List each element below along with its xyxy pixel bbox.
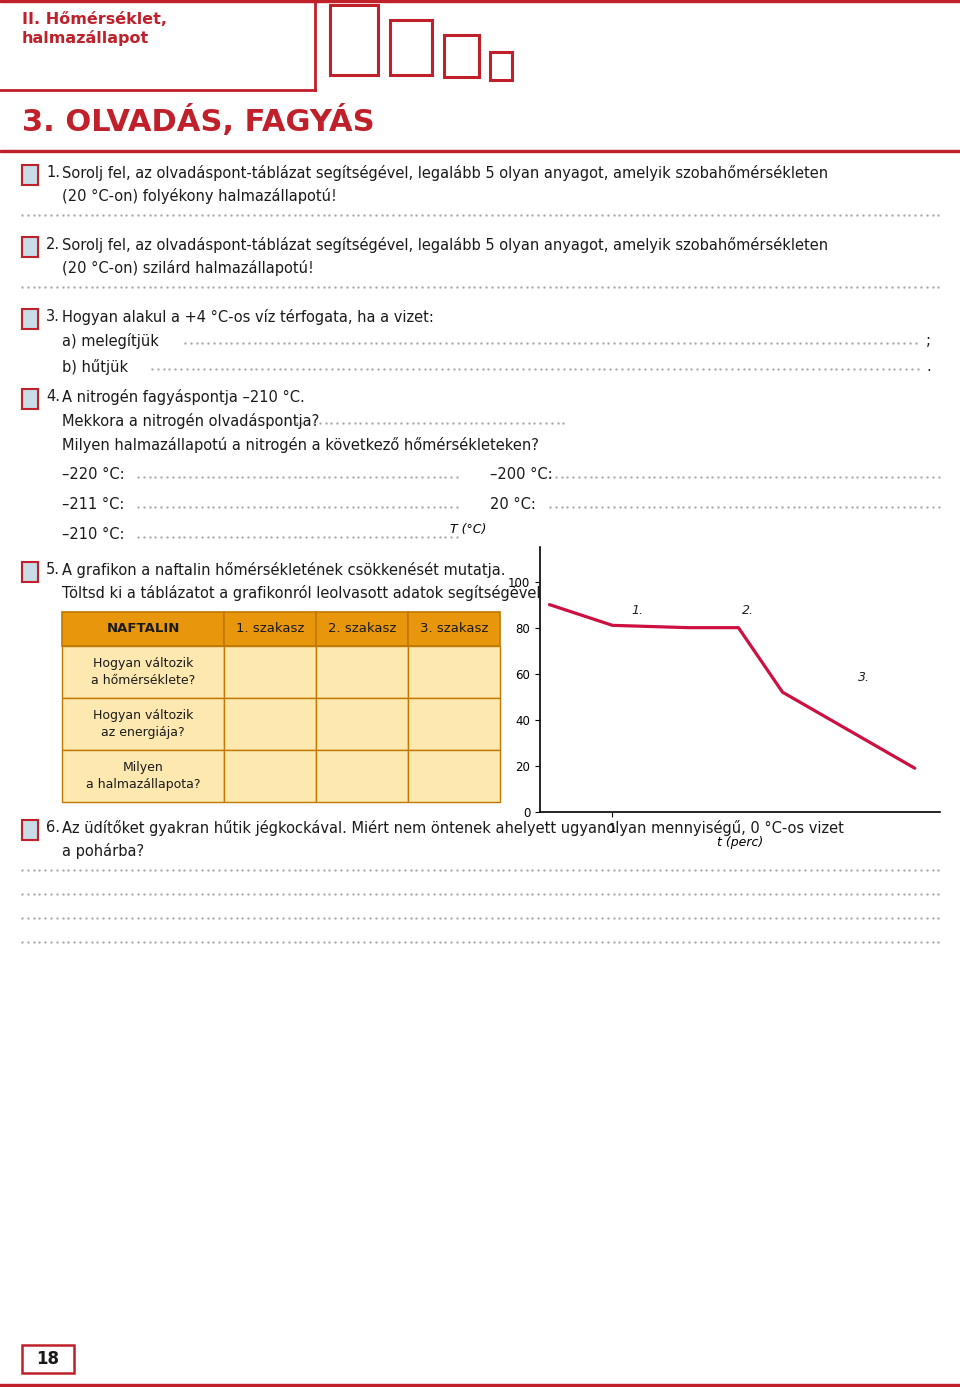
Text: 6.: 6.: [46, 820, 60, 835]
Bar: [444, 35, 479, 78]
Text: Az üdítőket gyakran hűtik jégkockával. Miért nem öntenek ahelyett ugyanolyan men: Az üdítőket gyakran hűtik jégkockával. M…: [62, 820, 844, 859]
Bar: [0, 0, 960, 1]
Bar: [0, 150, 960, 153]
Text: –210 °C:: –210 °C:: [62, 527, 125, 542]
X-axis label: t (perc): t (perc): [717, 836, 763, 849]
Bar: [62, 612, 224, 646]
Bar: [316, 646, 408, 698]
Text: A nitrogén fagyáspontja –210 °C.: A nitrogén fagyáspontja –210 °C.: [62, 388, 304, 405]
Text: Sorolj fel, az olvadáspont-táblázat segítségével, legalább 5 olyan anyagot, amel: Sorolj fel, az olvadáspont-táblázat segí…: [62, 165, 828, 204]
Text: Hogyan változik
a hőmérséklete?: Hogyan változik a hőmérséklete?: [91, 657, 195, 687]
Bar: [330, 6, 378, 75]
Bar: [22, 165, 38, 184]
Text: halmazállapot: halmazállapot: [22, 31, 149, 46]
Text: NAFTALIN: NAFTALIN: [107, 623, 180, 635]
Bar: [224, 612, 316, 646]
Text: .: .: [926, 359, 931, 374]
Bar: [224, 698, 316, 750]
Text: Hogyan változik
az energiája?: Hogyan változik az energiája?: [93, 709, 193, 739]
Bar: [316, 612, 408, 646]
Text: ;: ;: [926, 333, 931, 348]
Bar: [22, 237, 38, 257]
Bar: [0, 1384, 960, 1387]
Text: Milyen halmazállapotú a nitrogén a következő hőmérsékleteken?: Milyen halmazállapotú a nitrogén a követ…: [62, 437, 539, 454]
Bar: [22, 562, 38, 583]
Text: Sorolj fel, az olvadáspont-táblázat segítségével, legalább 5 olyan anyagot, amel: Sorolj fel, az olvadáspont-táblázat segí…: [62, 237, 828, 276]
Text: b) hűtjük: b) hűtjük: [62, 359, 128, 374]
Text: 1. szakasz: 1. szakasz: [236, 623, 304, 635]
Bar: [224, 646, 316, 698]
Text: 18: 18: [36, 1350, 60, 1368]
Bar: [62, 646, 224, 698]
Bar: [390, 19, 432, 75]
Text: 1.: 1.: [632, 603, 643, 617]
Text: Milyen
a halmazállapota?: Milyen a halmazállapota?: [85, 761, 201, 791]
Bar: [316, 698, 408, 750]
Text: 2.: 2.: [46, 237, 60, 252]
Y-axis label: T (°C): T (°C): [450, 523, 486, 537]
Bar: [22, 820, 38, 841]
Text: –220 °C:: –220 °C:: [62, 467, 125, 483]
Text: Hogyan alakul a +4 °C-os víz térfogata, ha a vizet:: Hogyan alakul a +4 °C-os víz térfogata, …: [62, 309, 434, 325]
Bar: [22, 309, 38, 329]
Text: A grafikon a naftalin hőmérsékletének csökkenését mutatja.
Töltsd ki a táblázato: A grafikon a naftalin hőmérsékletének cs…: [62, 562, 546, 601]
Text: II. Hőmérséklet,: II. Hőmérséklet,: [22, 12, 167, 26]
Text: –200 °C:: –200 °C:: [490, 467, 553, 483]
Bar: [62, 750, 224, 802]
Bar: [22, 1345, 74, 1373]
Bar: [408, 750, 500, 802]
Text: Mekkora a nitrogén olvadáspontja?: Mekkora a nitrogén olvadáspontja?: [62, 413, 320, 429]
Bar: [224, 750, 316, 802]
Text: 20 °C:: 20 °C:: [490, 497, 536, 512]
Bar: [490, 51, 512, 80]
Text: 3. szakasz: 3. szakasz: [420, 623, 489, 635]
Text: a) melegítjük: a) melegítjük: [62, 333, 158, 350]
Text: 2. szakasz: 2. szakasz: [327, 623, 396, 635]
Bar: [62, 698, 224, 750]
Text: –211 °C:: –211 °C:: [62, 497, 125, 512]
Text: 3. OLVADÁS, FAGYÁS: 3. OLVADÁS, FAGYÁS: [22, 105, 374, 137]
Text: 1.: 1.: [46, 165, 60, 180]
Text: 5.: 5.: [46, 562, 60, 577]
Bar: [408, 698, 500, 750]
Bar: [408, 612, 500, 646]
Bar: [316, 750, 408, 802]
Text: 3.: 3.: [858, 671, 870, 684]
Text: 4.: 4.: [46, 388, 60, 404]
Text: 3.: 3.: [46, 309, 60, 325]
Bar: [408, 646, 500, 698]
Text: 2.: 2.: [741, 603, 754, 617]
Bar: [22, 388, 38, 409]
